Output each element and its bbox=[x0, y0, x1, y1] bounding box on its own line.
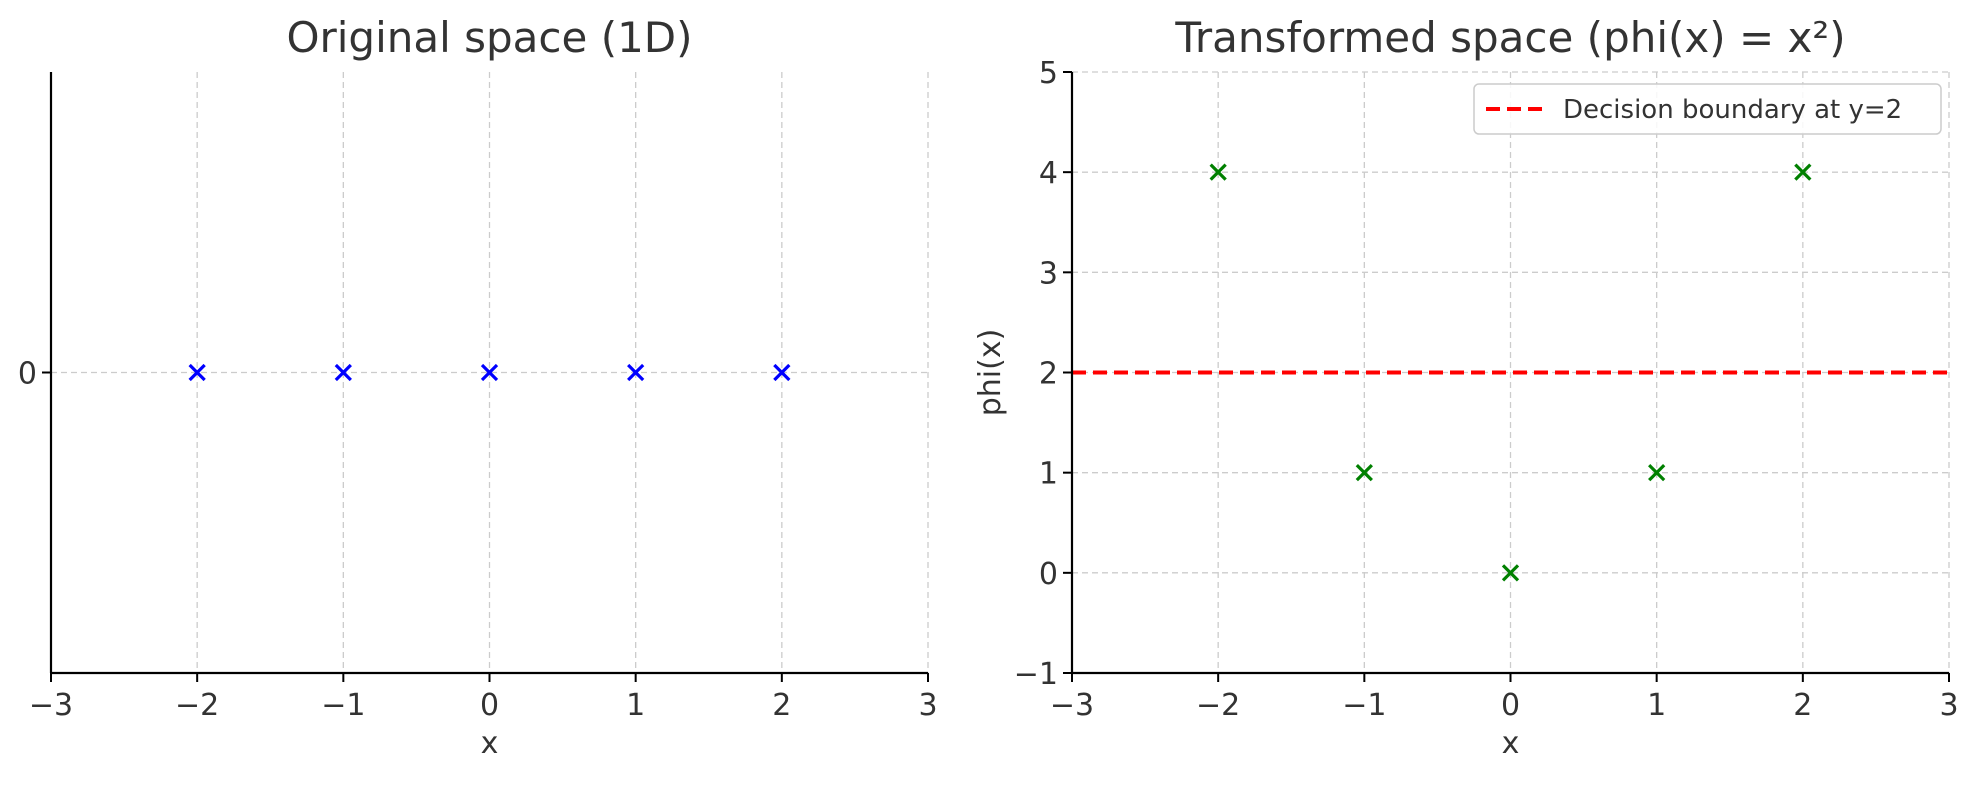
chart-title: Original space (1D) bbox=[286, 13, 692, 62]
data-point bbox=[480, 363, 499, 382]
marker-stroke bbox=[773, 363, 791, 382]
x-tick-label: 2 bbox=[1793, 688, 1812, 723]
data-point bbox=[1794, 163, 1812, 181]
x-tick-label: 2 bbox=[772, 688, 791, 723]
y-tick-label: 1 bbox=[1039, 457, 1058, 492]
x-tick-label: −1 bbox=[1342, 688, 1386, 723]
y-tick-label: 4 bbox=[1039, 156, 1058, 191]
x-tick-label: −1 bbox=[321, 688, 365, 723]
data-point bbox=[627, 363, 645, 382]
marker-stroke bbox=[1355, 464, 1373, 482]
marker-stroke bbox=[1209, 163, 1227, 181]
data-point bbox=[1209, 163, 1227, 181]
y-tick-label: −1 bbox=[1014, 657, 1058, 692]
y-tick-label: 0 bbox=[1039, 557, 1058, 592]
x-tick-label: −3 bbox=[29, 688, 73, 723]
x-axis-label: x bbox=[481, 726, 499, 761]
legend-label: Decision boundary at y=2 bbox=[1563, 95, 1902, 125]
marker-stroke bbox=[334, 363, 352, 382]
x-tick-label: 0 bbox=[1501, 688, 1520, 723]
x-tick-label: 3 bbox=[1939, 688, 1958, 723]
x-tick-label: 0 bbox=[480, 688, 499, 723]
x-tick-label: −2 bbox=[175, 688, 219, 723]
marker-stroke bbox=[1501, 564, 1520, 582]
x-tick-label: −3 bbox=[1050, 688, 1094, 723]
y-tick-label: 5 bbox=[1039, 56, 1058, 91]
x-tick-label: 1 bbox=[626, 688, 645, 723]
marker-stroke bbox=[627, 363, 645, 382]
chart-panel-1: −3 −2 −1 0 1 2 3 0 Original space (1D) x bbox=[18, 13, 938, 761]
x-axis-label: x bbox=[1502, 726, 1520, 761]
data-point bbox=[188, 363, 206, 382]
marker-stroke bbox=[188, 363, 206, 382]
data-point bbox=[1648, 464, 1666, 482]
data-point bbox=[773, 363, 791, 382]
marker-stroke bbox=[480, 363, 499, 382]
y-tick-label: 0 bbox=[18, 357, 37, 392]
y-axis-label: phi(x) bbox=[973, 329, 1008, 417]
chart-title: Transformed space (phi(x) = x²) bbox=[1174, 13, 1845, 62]
y-tick-label: 2 bbox=[1039, 357, 1058, 392]
legend-box bbox=[1473, 83, 1942, 135]
y-tick-label: 3 bbox=[1039, 256, 1058, 291]
chart-panel-2: −3 −2 −1 0 1 2 3 −1 0 1 2 3 4 5 Transformed space (phi… bbox=[973, 13, 1959, 761]
data-point bbox=[1501, 564, 1520, 582]
x-tick-label: −2 bbox=[1196, 688, 1240, 723]
data-point bbox=[1355, 464, 1373, 482]
x-tick-label: 3 bbox=[918, 688, 937, 723]
data-point bbox=[334, 363, 352, 382]
x-tick-label: 1 bbox=[1647, 688, 1666, 723]
legend: Decision boundary at y=2 bbox=[1473, 83, 1942, 135]
marker-stroke bbox=[1648, 464, 1666, 482]
marker-stroke bbox=[1794, 163, 1812, 181]
